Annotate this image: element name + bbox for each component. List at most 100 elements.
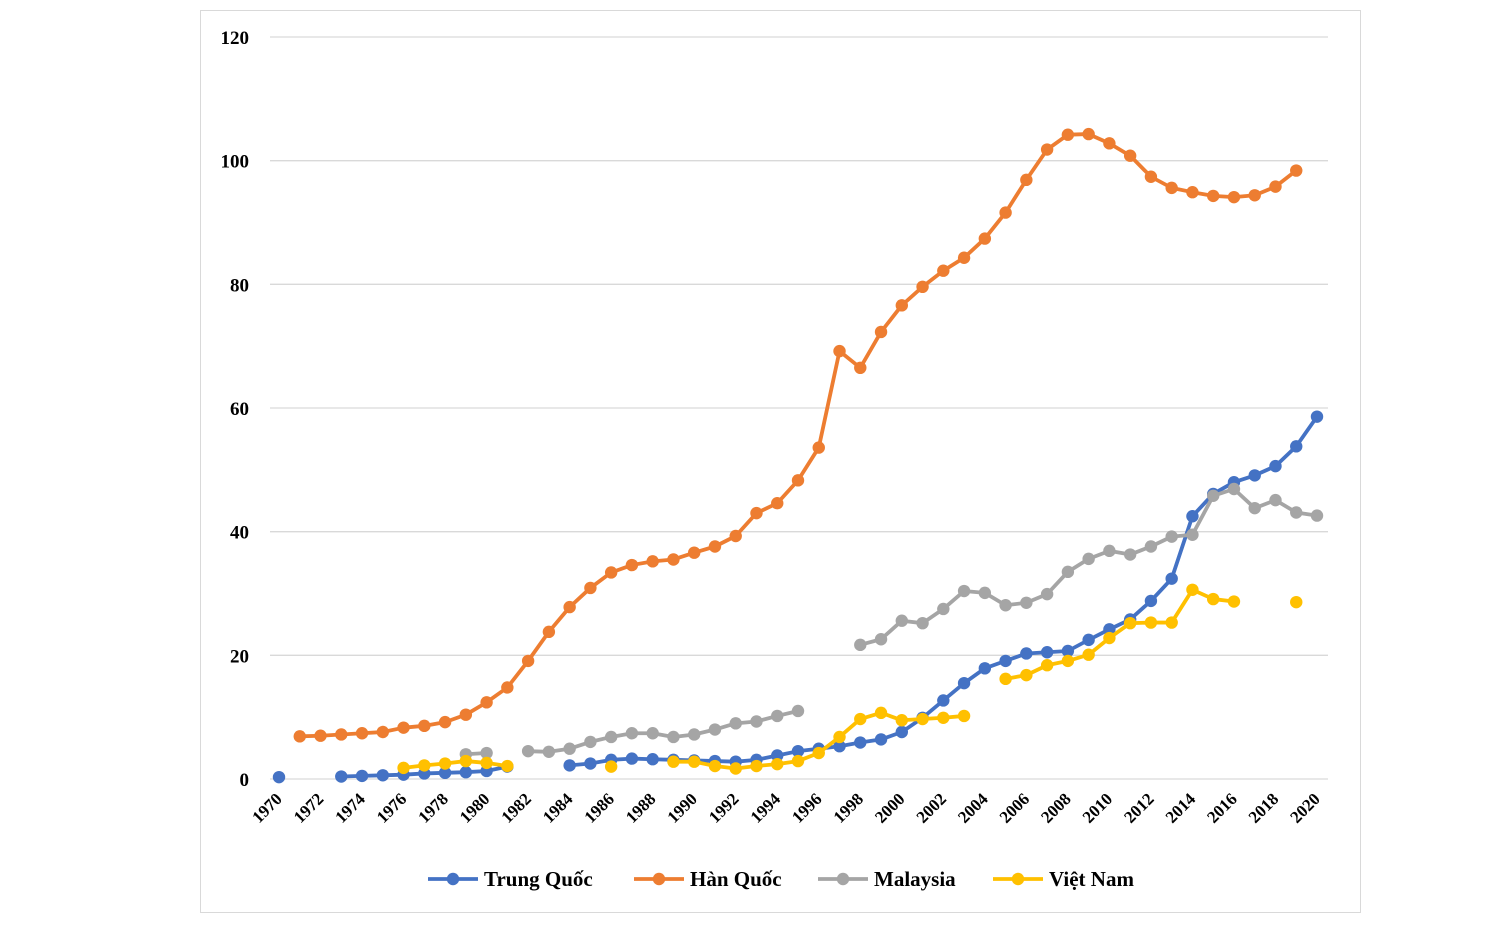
data-point	[604, 566, 618, 579]
data-point	[376, 725, 389, 739]
x-tick-label: 1980	[456, 789, 493, 826]
data-point	[625, 558, 639, 572]
data-point	[874, 706, 888, 720]
data-point	[937, 694, 950, 707]
x-tick-label: 2006	[996, 789, 1033, 826]
data-point	[771, 749, 784, 762]
data-point	[563, 759, 576, 772]
series-line	[1003, 587, 1236, 681]
data-point	[937, 264, 950, 277]
data-point	[771, 757, 784, 771]
data-point	[854, 361, 867, 375]
data-point	[397, 721, 410, 734]
data-point	[376, 769, 389, 782]
x-tick-label: 1992	[705, 789, 742, 826]
data-point	[999, 672, 1012, 686]
data-point	[1207, 189, 1220, 203]
data-point	[459, 708, 473, 721]
data-point	[999, 599, 1012, 612]
legend-swatch-marker	[1011, 872, 1025, 886]
legend-item: Trung Quốc	[428, 867, 593, 891]
data-point	[1040, 659, 1054, 672]
y-tick-label: 120	[221, 28, 250, 49]
data-point	[688, 546, 701, 559]
data-point	[978, 586, 992, 600]
data-point	[895, 299, 908, 312]
data-point	[584, 581, 597, 595]
data-point	[791, 744, 805, 758]
data-point	[584, 757, 597, 770]
data-point	[1082, 648, 1095, 661]
data-point	[646, 753, 659, 766]
data-point	[438, 715, 452, 729]
data-point	[1227, 482, 1241, 496]
legend-swatch-marker	[836, 872, 850, 886]
data-point	[355, 769, 369, 783]
data-point	[916, 616, 929, 630]
data-point	[833, 730, 846, 744]
data-point	[1227, 595, 1241, 608]
data-point	[1144, 616, 1158, 629]
data-point	[708, 540, 722, 553]
x-tick-label: 1978	[414, 789, 451, 826]
data-point	[625, 752, 639, 765]
data-point	[521, 654, 535, 668]
x-tick-label: 1972	[290, 789, 327, 826]
data-point	[397, 761, 410, 775]
x-tick-label: 2014	[1162, 789, 1200, 827]
y-tick-label: 60	[230, 399, 249, 420]
data-point	[1269, 459, 1282, 473]
data-point	[1290, 440, 1303, 453]
legend: Trung Quốc Hàn Quốc Malaysia Việt Nam	[428, 867, 1134, 891]
x-tick-label: 1984	[539, 789, 577, 827]
data-point	[1020, 173, 1033, 187]
data-point	[355, 727, 369, 740]
data-point	[1144, 594, 1158, 608]
data-point	[1082, 552, 1095, 566]
data-point	[667, 755, 680, 768]
series-1	[293, 127, 1303, 743]
data-point	[1061, 128, 1075, 141]
data-point	[438, 757, 452, 770]
data-point	[1082, 127, 1095, 141]
data-point	[1165, 530, 1178, 543]
data-point	[750, 715, 763, 728]
data-point	[708, 759, 722, 773]
x-tick-label: 2002	[913, 789, 950, 826]
data-point	[563, 742, 576, 755]
data-point	[542, 745, 556, 758]
data-point	[874, 733, 888, 746]
data-point	[1269, 493, 1282, 507]
data-point	[646, 555, 659, 568]
gridlines	[270, 36, 1328, 780]
data-point	[1248, 189, 1261, 202]
data-point	[999, 206, 1012, 219]
data-point	[604, 760, 618, 773]
data-point	[1165, 181, 1178, 195]
data-point	[999, 654, 1012, 668]
legend-item: Hàn Quốc	[634, 867, 782, 891]
y-tick-label: 0	[240, 770, 250, 791]
y-tick-label: 80	[230, 275, 249, 296]
data-point	[874, 325, 888, 339]
data-point	[708, 723, 722, 736]
x-tick-label: 1974	[331, 789, 369, 827]
data-point	[1290, 506, 1303, 519]
data-point	[604, 730, 618, 744]
data-point	[625, 727, 639, 740]
data-point	[1310, 509, 1324, 522]
data-point	[646, 727, 659, 740]
data-point	[854, 736, 867, 749]
data-point	[1040, 143, 1054, 156]
x-tick-label: 2020	[1286, 789, 1323, 826]
y-tick-label: 40	[230, 523, 249, 544]
x-tick-label: 1994	[747, 789, 785, 827]
data-point	[1123, 616, 1137, 630]
data-point	[480, 756, 493, 770]
data-point	[542, 625, 556, 639]
data-point	[854, 638, 867, 652]
data-point	[812, 441, 825, 454]
x-tick-label: 1990	[664, 789, 701, 826]
legend-item: Malaysia	[818, 867, 956, 891]
data-point	[1020, 647, 1033, 660]
